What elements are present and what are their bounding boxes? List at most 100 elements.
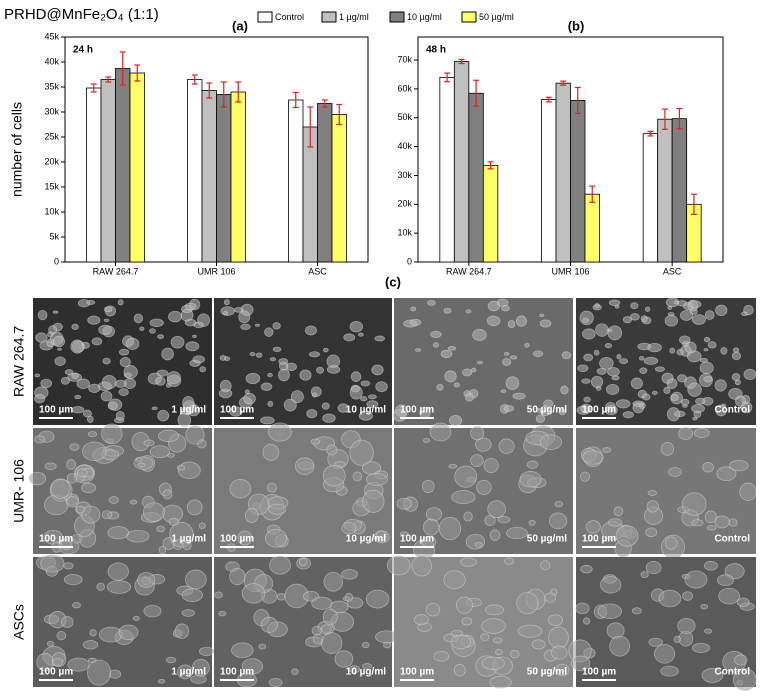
cell (123, 365, 138, 379)
cell (691, 314, 706, 325)
cell (249, 352, 256, 357)
cell (604, 405, 618, 416)
cell (483, 457, 499, 474)
cell (157, 334, 165, 339)
cell (229, 567, 246, 586)
scale-bar-label: 100 µm (400, 667, 434, 678)
cell (502, 358, 512, 366)
cell (524, 342, 530, 348)
y-tick-label: 10k (397, 228, 412, 238)
micrograph (386, 555, 573, 689)
cell (560, 385, 569, 395)
y-tick-label: 20k (44, 156, 59, 166)
cell (582, 450, 604, 465)
cell (57, 347, 62, 351)
cell (184, 318, 197, 327)
cell (453, 663, 466, 677)
x-tick-label: RAW 264.7 (93, 266, 139, 276)
cell (693, 427, 710, 438)
cell (54, 356, 66, 366)
cell (349, 439, 374, 466)
bar (657, 118, 673, 263)
cell (148, 328, 156, 334)
cell (743, 368, 757, 380)
cell (707, 341, 717, 349)
cell (182, 540, 192, 551)
cell (687, 382, 702, 397)
cell (596, 367, 607, 375)
cell (40, 554, 65, 573)
error-bar (235, 81, 242, 103)
cell (597, 603, 622, 619)
micrograph (214, 555, 399, 688)
cell (701, 667, 724, 683)
x-tick-label: ASC (308, 266, 327, 276)
cell (137, 572, 156, 588)
cell (72, 602, 81, 609)
cell (37, 310, 48, 321)
scale-bar-label: 100 µm (220, 667, 254, 678)
cell (436, 383, 444, 391)
cell (429, 422, 452, 442)
cell (497, 515, 511, 524)
micrograph (394, 422, 573, 560)
cell (638, 356, 645, 361)
cell (362, 489, 385, 513)
cell (605, 383, 620, 395)
cell (448, 415, 463, 427)
bar (541, 99, 557, 263)
bar (482, 164, 499, 263)
cell (704, 628, 713, 634)
cell (260, 382, 273, 391)
cell (724, 563, 745, 580)
cell (666, 378, 678, 389)
bar (230, 91, 246, 263)
cell (311, 596, 333, 610)
cell (231, 642, 254, 659)
cell (101, 423, 123, 445)
y-tick-label: 45k (44, 31, 59, 41)
cell (143, 502, 165, 522)
cell (667, 305, 673, 310)
bar (216, 94, 232, 263)
cell (734, 654, 748, 666)
cell (81, 482, 97, 494)
cell (484, 604, 504, 616)
cell (703, 376, 713, 383)
scale-bar-label: 100 µm (582, 534, 616, 545)
cell (679, 335, 691, 345)
cell (676, 348, 684, 356)
error-bar (105, 76, 112, 83)
cell (720, 347, 728, 355)
cell (443, 307, 452, 314)
y-tick-label: 25k (44, 131, 59, 141)
cell (582, 328, 596, 340)
cell (645, 561, 662, 575)
cell (548, 626, 569, 649)
cell (551, 645, 568, 660)
cell (684, 570, 708, 589)
cell (198, 522, 206, 529)
cell (241, 658, 263, 675)
cell (425, 602, 441, 617)
cell (703, 336, 711, 343)
cell (585, 520, 601, 534)
cell (669, 347, 676, 354)
cell (714, 515, 730, 529)
cell (176, 464, 186, 471)
cell (278, 368, 290, 382)
cell (81, 505, 101, 524)
cell (607, 518, 623, 527)
cell (166, 371, 181, 385)
cell (463, 511, 473, 522)
scale-bar-label: 100 µm (39, 667, 73, 678)
annotation: 48 h (426, 45, 446, 56)
cell (540, 560, 551, 571)
cell (427, 299, 436, 306)
cell (233, 307, 244, 313)
micrograph (214, 298, 392, 425)
cell (577, 364, 589, 373)
cell (739, 482, 757, 502)
cell (70, 339, 85, 354)
cell (254, 323, 261, 327)
